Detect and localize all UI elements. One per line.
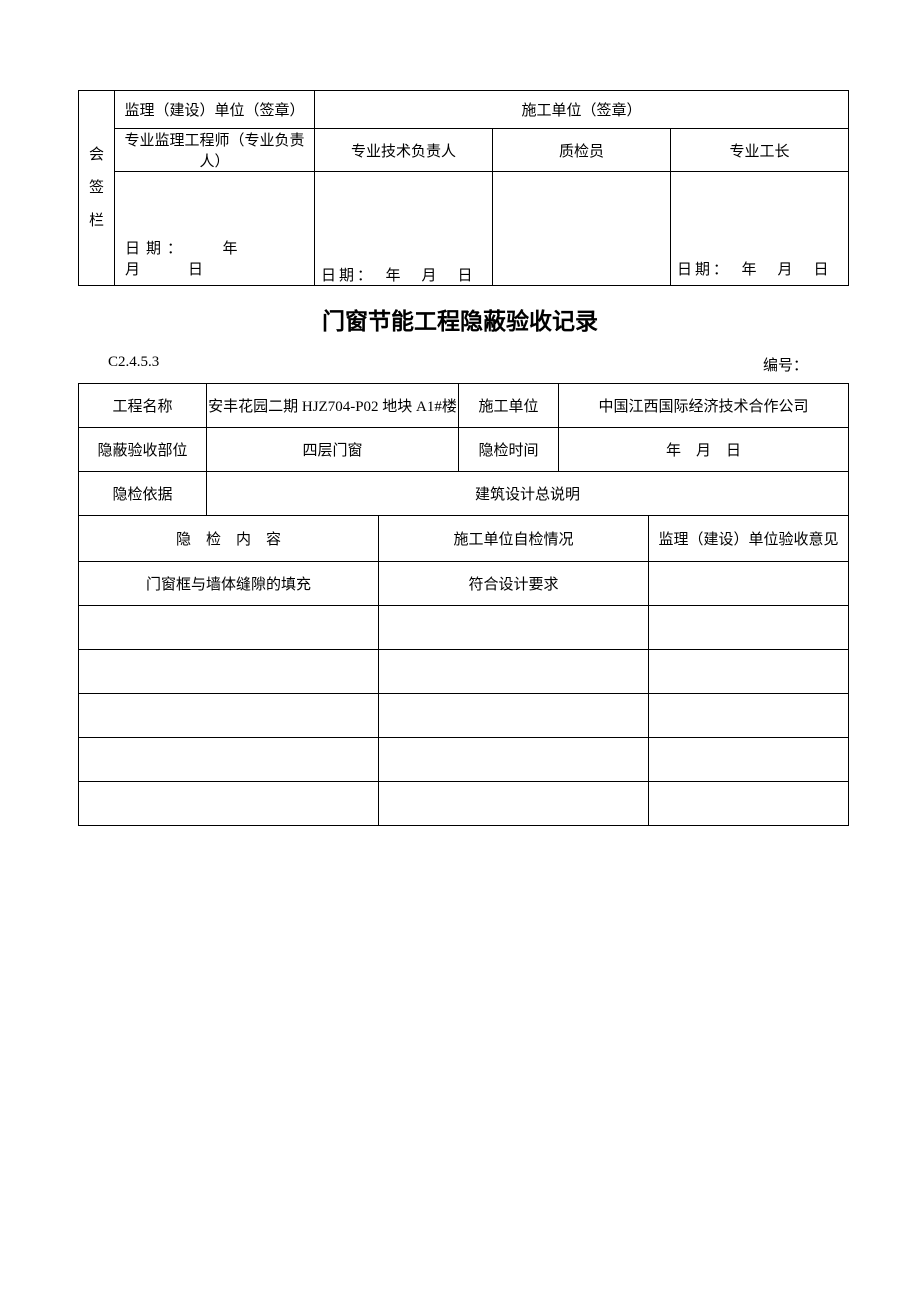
document-page: 会 签 栏 监理（建设）单位（签章） 施工单位（签章） 专业监理工程师（专业负责… — [0, 90, 920, 826]
row1-result: 符合设计要求 — [379, 562, 649, 606]
col-supervision-opinion: 监理（建设）单位验收意见 — [649, 516, 849, 562]
row2-result — [379, 606, 649, 650]
role-qc: 质检员 — [493, 129, 671, 172]
role-tech-lead: 专业技术负责人 — [315, 129, 493, 172]
row1-content: 门窗框与墙体缝隙的填充 — [79, 562, 379, 606]
hdr-construction: 施工单位（签章） — [315, 91, 849, 129]
row6-result — [379, 782, 649, 826]
side-label-3: 栏 — [89, 213, 104, 229]
basis-label: 隐检依据 — [79, 472, 207, 516]
row2-content — [79, 606, 379, 650]
project-name-value: 安丰花园二期 HJZ704-P02 地块 A1#楼 — [207, 384, 459, 428]
serial-label: 编号： — [763, 354, 848, 375]
row6-opinion — [649, 782, 849, 826]
row4-content — [79, 694, 379, 738]
side-label-cell: 会 签 栏 — [79, 91, 115, 286]
row3-content — [79, 650, 379, 694]
col-self-check: 施工单位自检情况 — [379, 516, 649, 562]
side-label-2: 签 — [89, 180, 104, 196]
date-foreman: 日期： 年 月 日 — [671, 172, 849, 286]
hidden-part-value: 四层门窗 — [207, 428, 459, 472]
role-supervisor-eng: 专业监理工程师（专业负责人） — [115, 129, 315, 172]
row5-result — [379, 738, 649, 782]
document-title: 门窗节能工程隐蔽验收记录 — [0, 302, 920, 336]
form-code: C2.4.5.3 — [78, 354, 159, 375]
row4-opinion — [649, 694, 849, 738]
project-name-label: 工程名称 — [79, 384, 207, 428]
row4-result — [379, 694, 649, 738]
date-supervisor: 日期： 年 月 日 — [115, 172, 315, 286]
check-time-label: 隐检时间 — [459, 428, 559, 472]
date-qc-empty — [493, 172, 671, 286]
construction-unit-label: 施工单位 — [459, 384, 559, 428]
row5-content — [79, 738, 379, 782]
row1-opinion — [649, 562, 849, 606]
row5-opinion — [649, 738, 849, 782]
side-label-1: 会 — [89, 147, 104, 163]
date-tech-lead: 日期： 年 月 日 — [315, 172, 493, 286]
check-time-value: 年 月 日 — [559, 428, 849, 472]
signature-table: 会 签 栏 监理（建设）单位（签章） 施工单位（签章） 专业监理工程师（专业负责… — [78, 90, 849, 286]
inspection-table: 工程名称 安丰花园二期 HJZ704-P02 地块 A1#楼 施工单位 中国江西… — [78, 383, 849, 826]
row2-opinion — [649, 606, 849, 650]
col-content: 隐 检 内 容 — [79, 516, 379, 562]
basis-value: 建筑设计总说明 — [207, 472, 849, 516]
row3-result — [379, 650, 649, 694]
row6-content — [79, 782, 379, 826]
role-foreman: 专业工长 — [671, 129, 849, 172]
row3-opinion — [649, 650, 849, 694]
meta-row: C2.4.5.3 编号： — [78, 354, 848, 375]
construction-unit-value: 中国江西国际经济技术合作公司 — [559, 384, 849, 428]
hidden-part-label: 隐蔽验收部位 — [79, 428, 207, 472]
hdr-supervision: 监理（建设）单位（签章） — [115, 91, 315, 129]
